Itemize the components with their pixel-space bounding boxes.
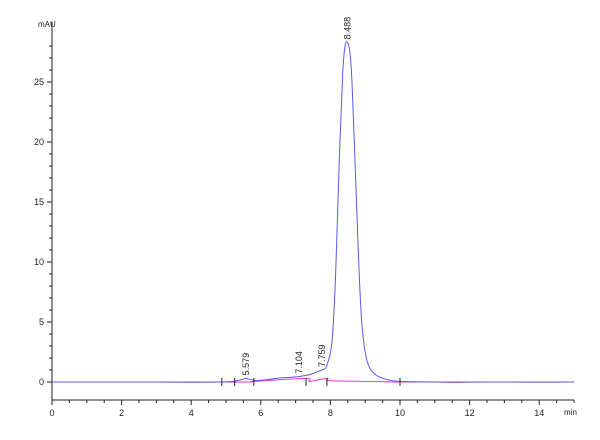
x-tick-label: 8: [328, 408, 333, 418]
signal-trace-line: [52, 41, 575, 383]
x-tick-label: 0: [49, 408, 54, 418]
y-axis-unit: mAU: [38, 20, 56, 29]
y-tick-label: 10: [34, 257, 44, 267]
signal-layer: [52, 41, 575, 383]
x-tick-label: 2: [119, 408, 124, 418]
x-tick-label: 4: [189, 408, 194, 418]
peak-label: 7.759: [317, 344, 327, 367]
y-tick-label: 5: [39, 317, 44, 327]
y-tick-label: 0: [39, 377, 44, 387]
peak-labels-layer: 5.579 7.104 7.759 8.488: [241, 17, 352, 376]
y-tick-label: 25: [34, 77, 44, 87]
peak-label: 7.104: [294, 351, 304, 374]
x-tick-label: 6: [258, 408, 263, 418]
y-tick-label: 15: [34, 197, 44, 207]
x-tick-label: 10: [395, 408, 405, 418]
y-tick-label: 20: [34, 137, 44, 147]
axes-layer: 0 5 10 15 20 25 0 2 4 6 8 10 12 14: [34, 22, 575, 418]
baseline-layer: [51, 377, 575, 383]
x-axis-unit: min: [564, 408, 577, 417]
x-tick-label: 12: [465, 408, 475, 418]
integration-marks-layer: [221, 378, 401, 386]
x-tick-label: 14: [534, 408, 544, 418]
peak-label: 5.579: [241, 353, 251, 376]
peak-label: 8.488: [342, 17, 352, 40]
integration-baseline-line: [51, 377, 575, 383]
